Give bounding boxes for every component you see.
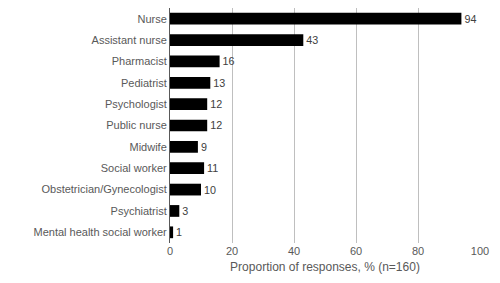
svg-text:Obstetrician/Gynecologist: Obstetrician/Gynecologist xyxy=(41,183,166,195)
svg-text:3: 3 xyxy=(182,205,188,217)
svg-text:80: 80 xyxy=(412,245,424,257)
svg-text:Pharmacist: Pharmacist xyxy=(112,55,167,67)
svg-text:12: 12 xyxy=(210,98,222,110)
svg-text:Midwife: Midwife xyxy=(130,141,167,153)
svg-text:Assistant nurse: Assistant nurse xyxy=(92,34,167,46)
svg-text:100: 100 xyxy=(471,245,489,257)
svg-text:1: 1 xyxy=(176,226,182,238)
svg-text:Social worker: Social worker xyxy=(101,162,167,174)
svg-text:Nurse: Nurse xyxy=(137,13,166,25)
svg-text:20: 20 xyxy=(226,245,238,257)
svg-text:11: 11 xyxy=(207,162,218,174)
svg-text:43: 43 xyxy=(306,34,318,46)
svg-text:Pediatrist: Pediatrist xyxy=(121,77,167,89)
svg-text:40: 40 xyxy=(288,245,300,257)
svg-text:Mental health social worker: Mental health social worker xyxy=(34,226,168,238)
svg-text:13: 13 xyxy=(213,77,225,89)
svg-text:94: 94 xyxy=(464,13,476,25)
svg-text:60: 60 xyxy=(350,245,362,257)
svg-text:0: 0 xyxy=(167,245,173,257)
svg-text:Proportion of responses, % (n=: Proportion of responses, % (n=160) xyxy=(230,260,420,274)
svg-text:10: 10 xyxy=(204,184,216,196)
svg-text:12: 12 xyxy=(210,119,222,131)
svg-text:16: 16 xyxy=(223,55,235,67)
svg-text:9: 9 xyxy=(201,141,207,153)
svg-text:Psychologist: Psychologist xyxy=(105,98,167,110)
svg-text:Public nurse: Public nurse xyxy=(106,119,167,131)
svg-text:Psychiatrist: Psychiatrist xyxy=(111,205,167,217)
